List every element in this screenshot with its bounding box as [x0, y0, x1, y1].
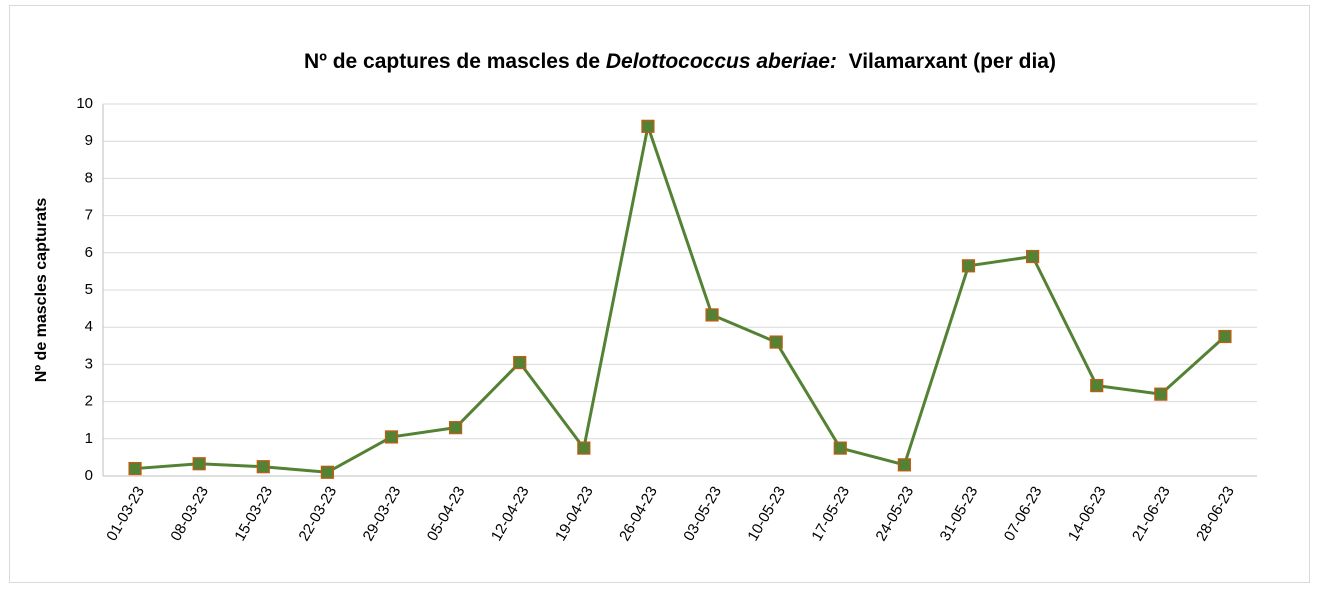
y-tick-label: 3 [85, 355, 93, 372]
data-point [1218, 329, 1232, 344]
data-point [769, 335, 783, 349]
y-tick-label: 4 [85, 318, 93, 335]
y-tick-label: 9 [85, 132, 93, 149]
y-tick-label: 7 [85, 207, 93, 224]
data-point [577, 441, 591, 455]
data-point [449, 421, 463, 435]
y-tick-label: 0 [85, 467, 93, 484]
data-point [705, 308, 719, 322]
data-point [384, 430, 399, 444]
y-tick-label: 5 [85, 281, 93, 298]
data-point [897, 458, 911, 472]
data-line [134, 124, 1226, 474]
data-point [128, 461, 142, 476]
data-point [1090, 379, 1104, 393]
data-point [256, 460, 270, 474]
chart-title: Nº de captures de mascles de Delottococc… [304, 50, 1056, 73]
data-point [513, 355, 527, 370]
data-point [320, 465, 334, 479]
data-point [641, 119, 655, 133]
y-tick-label: 2 [85, 393, 93, 410]
y-tick-label: 10 [76, 95, 93, 112]
chart-border [9, 5, 1310, 583]
y-tick-label: 6 [85, 244, 93, 261]
y-axis-label: Nº de mascles capturats [33, 198, 50, 383]
data-point [1026, 249, 1040, 264]
y-tick-label: 1 [85, 430, 93, 447]
data-point [192, 457, 206, 471]
data-point [961, 259, 976, 273]
title-part: Delottococcus aberiae: [606, 50, 837, 73]
data-point [1154, 387, 1168, 401]
title-part: Nº de captures de mascles de [304, 50, 606, 73]
title-part: Vilamarxant (per dia) [837, 50, 1056, 73]
y-tick-label: 8 [85, 169, 93, 186]
data-point [833, 441, 847, 455]
